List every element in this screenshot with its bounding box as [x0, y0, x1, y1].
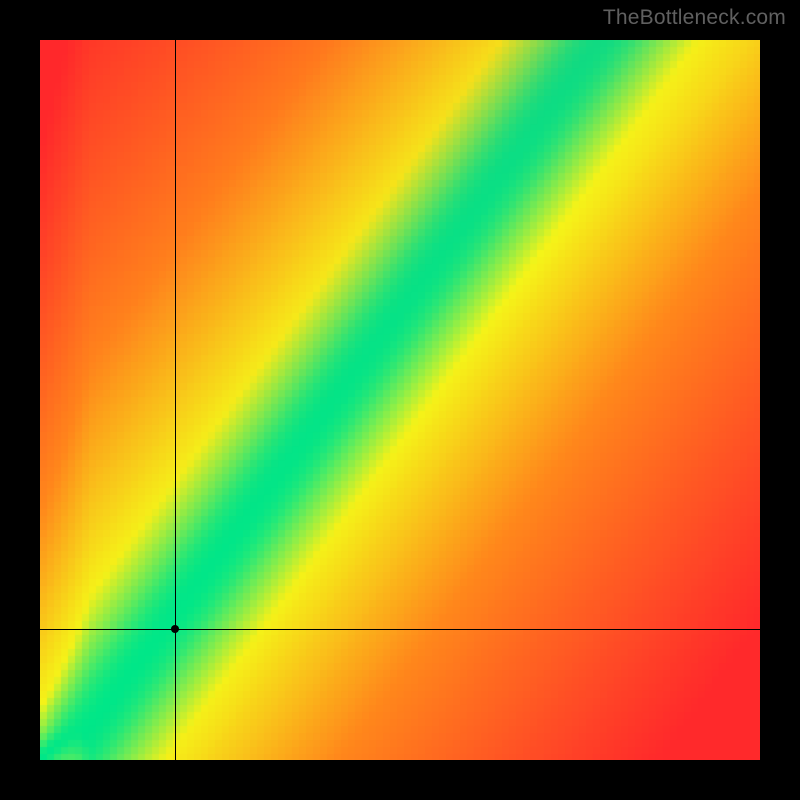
crosshair-vertical	[175, 40, 176, 760]
chart-container: TheBottleneck.com	[0, 0, 800, 800]
plot-area	[40, 40, 760, 760]
crosshair-dot	[171, 625, 179, 633]
crosshair-horizontal	[40, 629, 760, 630]
watermark-text: TheBottleneck.com	[603, 6, 786, 30]
heatmap-canvas	[40, 40, 760, 760]
